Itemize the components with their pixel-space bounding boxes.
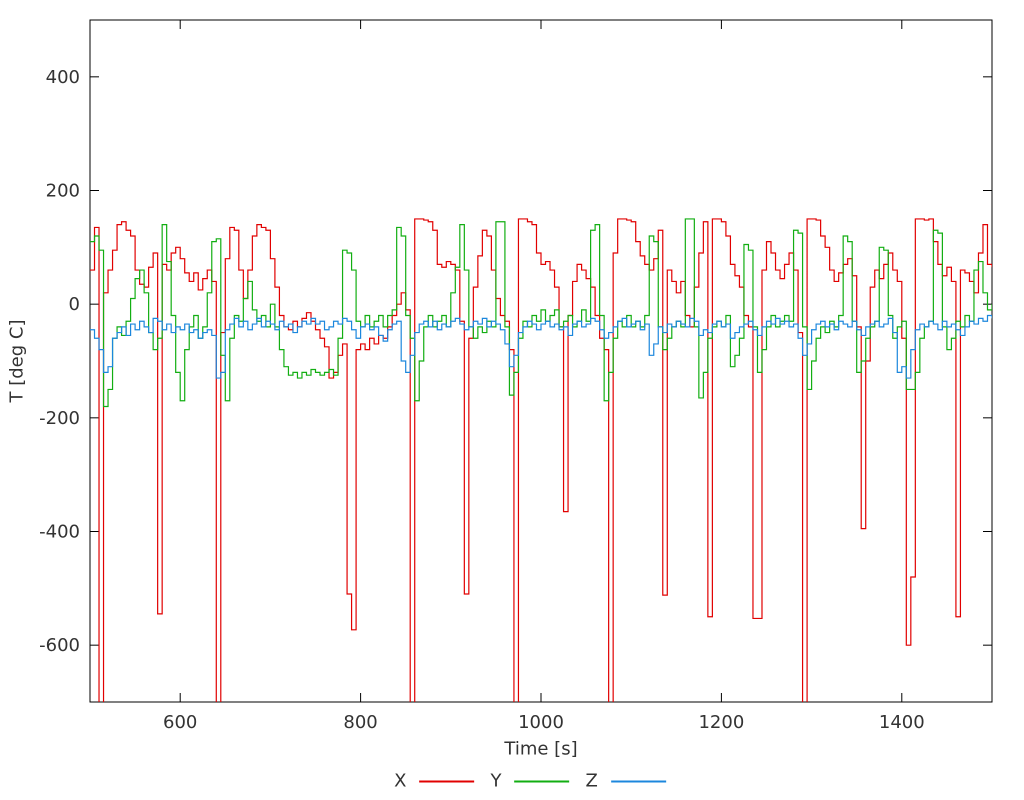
legend-item-x: X [394, 770, 475, 792]
x-tick-label: 1200 [698, 712, 744, 733]
y-tick-label: -400 [39, 522, 80, 543]
x-tick-label: 1400 [879, 712, 925, 733]
series-Y-line [90, 218, 992, 408]
legend-label-x: X [394, 770, 407, 792]
legend-line-swatch-z [610, 780, 666, 782]
legend-item-z: Z [586, 771, 666, 792]
series-Z-line [90, 314, 992, 379]
x-tick-label: 800 [343, 712, 377, 733]
y-tick-label: -200 [39, 408, 80, 429]
y-tick-label: 0 [69, 294, 80, 315]
y-tick-label: 200 [46, 181, 80, 202]
legend-item-y: Y [491, 771, 570, 792]
x-axis-title: Time [s] [504, 738, 578, 760]
y-tick-label: 400 [46, 67, 80, 88]
legend: X Y Z [394, 771, 666, 792]
x-tick-label: 600 [163, 712, 197, 733]
series-group [90, 218, 992, 702]
x-tick-label: 1000 [518, 712, 564, 733]
legend-label-z: Z [585, 770, 598, 792]
y-axis-title: T [deg C] [6, 319, 28, 403]
legend-line-swatch-y [514, 780, 570, 782]
series-X-line [90, 218, 992, 702]
y-tick-label: -600 [39, 635, 80, 656]
legend-line-swatch-x [419, 780, 475, 782]
legend-label-y: Y [490, 770, 502, 792]
